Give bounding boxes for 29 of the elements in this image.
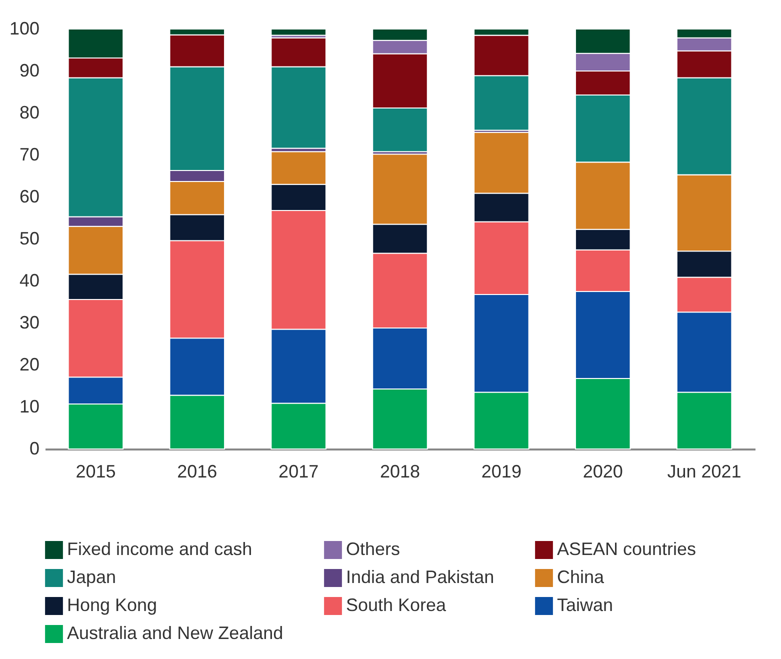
y-tick-label: 100: [9, 18, 40, 38]
legend-label: Hong Kong: [67, 595, 158, 615]
legend-label: Others: [346, 539, 400, 559]
y-tick-label: 70: [19, 144, 40, 164]
y-tick-label: 50: [19, 228, 40, 248]
legend-label: China: [557, 567, 606, 587]
x-tick-label: 2016: [177, 462, 218, 482]
y-tick-label: 30: [19, 312, 40, 332]
x-tick-label: 2020: [582, 462, 623, 482]
y-tick-label: 40: [19, 270, 40, 290]
y-tick-label: 20: [19, 354, 40, 374]
legend-label: Fixed income and cash: [67, 539, 252, 559]
x-tick-label: 2018: [380, 462, 420, 482]
legend-label: Australia and New Zealand: [67, 623, 284, 643]
legend-label: Japan: [67, 567, 116, 587]
y-tick-label: 60: [19, 186, 40, 206]
legend-label: South Korea: [346, 595, 448, 615]
bar: [270, 28, 326, 36]
y-tick-label: 10: [19, 396, 40, 416]
x-tick-label: 2019: [481, 462, 522, 482]
legend-label: Taiwan: [557, 595, 614, 615]
x-tick-label: 2015: [76, 462, 116, 482]
legend-label: India and Pakistan: [346, 567, 494, 587]
y-tick-label: 90: [19, 60, 40, 80]
legend-label: ASEAN countries: [557, 539, 696, 559]
y-tick-label: 0: [29, 438, 40, 458]
y-tick-label: 80: [19, 102, 40, 122]
x-tick-label: 2017: [278, 462, 319, 482]
x-tick-label: Jun 2021: [667, 462, 742, 482]
